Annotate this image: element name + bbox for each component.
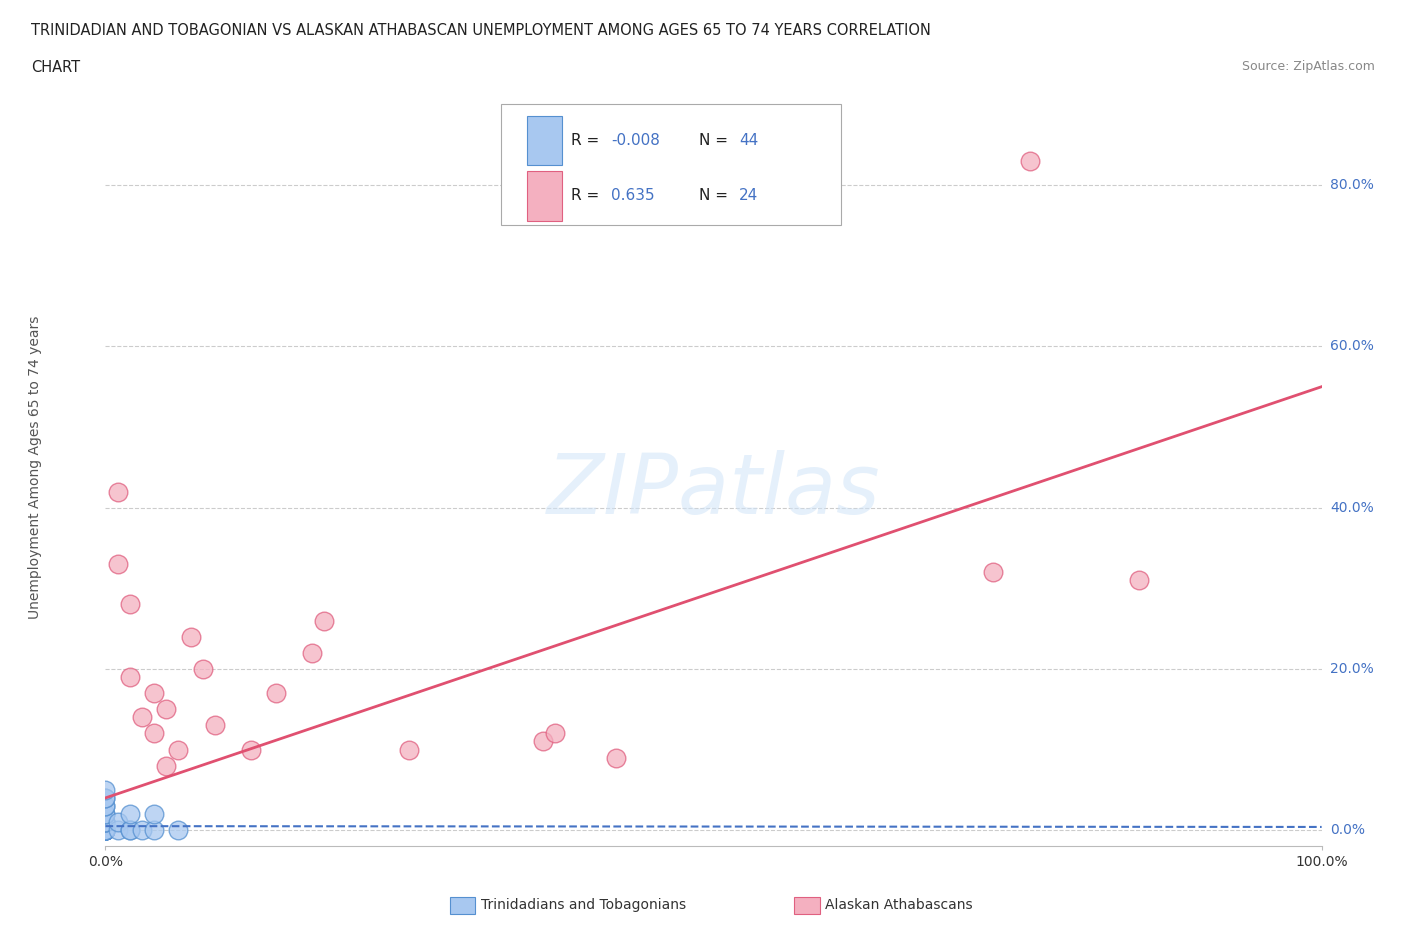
Point — [544, 726, 567, 741]
Point — [94, 823, 117, 838]
Point — [531, 734, 554, 749]
Point — [94, 823, 117, 838]
Point — [155, 702, 177, 717]
Point — [398, 742, 420, 757]
Point — [240, 742, 263, 757]
Point — [94, 806, 117, 821]
Text: 44: 44 — [740, 133, 758, 148]
Point — [107, 485, 129, 499]
Point — [94, 823, 117, 838]
Text: N =: N = — [699, 189, 733, 204]
Point — [155, 758, 177, 773]
Bar — [527, 171, 561, 220]
Point — [94, 823, 117, 838]
Point — [131, 710, 153, 724]
Point — [94, 823, 117, 838]
Point — [264, 685, 287, 700]
Point — [94, 823, 117, 838]
Point — [94, 799, 117, 814]
Text: -0.008: -0.008 — [612, 133, 661, 148]
Point — [94, 823, 117, 838]
Text: TRINIDADIAN AND TOBAGONIAN VS ALASKAN ATHABASCAN UNEMPLOYMENT AMONG AGES 65 TO 7: TRINIDADIAN AND TOBAGONIAN VS ALASKAN AT… — [31, 23, 931, 38]
Point — [981, 565, 1004, 579]
Point — [314, 613, 336, 628]
Point — [94, 790, 117, 805]
Text: Trinidadians and Tobagonians: Trinidadians and Tobagonians — [481, 897, 686, 912]
Text: Unemployment Among Ages 65 to 74 years: Unemployment Among Ages 65 to 74 years — [28, 315, 42, 619]
Point — [94, 823, 117, 838]
Point — [94, 782, 117, 797]
Point — [94, 823, 117, 838]
Point — [94, 823, 117, 838]
Point — [191, 661, 214, 676]
Point — [605, 751, 627, 765]
Point — [94, 823, 117, 838]
Point — [107, 823, 129, 838]
Point — [94, 790, 117, 805]
Point — [94, 823, 117, 838]
Text: 40.0%: 40.0% — [1330, 500, 1374, 514]
Point — [94, 823, 117, 838]
Text: 24: 24 — [740, 189, 758, 204]
Text: 80.0%: 80.0% — [1330, 179, 1374, 193]
Text: R =: R = — [571, 189, 605, 204]
Point — [94, 815, 117, 830]
Point — [1128, 573, 1150, 588]
Point — [143, 726, 166, 741]
Point — [94, 823, 117, 838]
Point — [301, 645, 323, 660]
Point — [107, 815, 129, 830]
Point — [94, 823, 117, 838]
Point — [1018, 153, 1040, 168]
Point — [94, 815, 117, 830]
Point — [167, 742, 190, 757]
Point — [94, 806, 117, 821]
Point — [94, 823, 117, 838]
Point — [118, 597, 141, 612]
Point — [131, 823, 153, 838]
Point — [167, 823, 190, 838]
Text: 60.0%: 60.0% — [1330, 339, 1374, 353]
Point — [118, 806, 141, 821]
Text: R =: R = — [571, 133, 605, 148]
Text: Alaskan Athabascans: Alaskan Athabascans — [825, 897, 973, 912]
Point — [143, 685, 166, 700]
Point — [94, 823, 117, 838]
Text: 0.635: 0.635 — [612, 189, 655, 204]
Text: Source: ZipAtlas.com: Source: ZipAtlas.com — [1241, 60, 1375, 73]
Point — [94, 823, 117, 838]
Point — [118, 823, 141, 838]
Text: ZIPatlas: ZIPatlas — [547, 449, 880, 530]
Point — [94, 823, 117, 838]
FancyBboxPatch shape — [501, 103, 841, 225]
Text: 20.0%: 20.0% — [1330, 662, 1374, 676]
Point — [118, 670, 141, 684]
Point — [143, 806, 166, 821]
Point — [94, 823, 117, 838]
Point — [94, 815, 117, 830]
Bar — [527, 116, 561, 166]
Text: 0.0%: 0.0% — [1330, 823, 1365, 837]
Point — [204, 718, 226, 733]
Text: N =: N = — [699, 133, 733, 148]
Point — [94, 799, 117, 814]
Point — [94, 823, 117, 838]
Point — [94, 823, 117, 838]
Text: CHART: CHART — [31, 60, 80, 75]
Point — [118, 823, 141, 838]
Point — [94, 823, 117, 838]
Point — [180, 630, 202, 644]
Point — [107, 557, 129, 572]
Point — [94, 823, 117, 838]
Point — [143, 823, 166, 838]
Point — [94, 815, 117, 830]
